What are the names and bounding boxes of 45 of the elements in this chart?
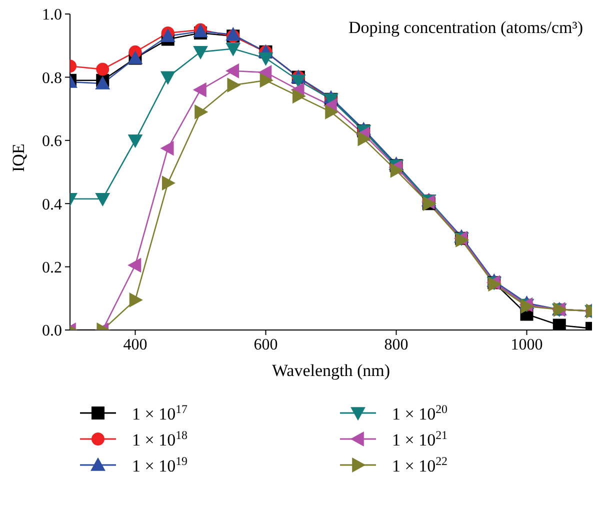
y-tick-label: 1.0 [42, 6, 62, 24]
x-tick-label: 800 [384, 336, 408, 354]
legend-label: 1 × 10$^{22}$ [392, 454, 448, 476]
point [226, 42, 240, 56]
y-tick-label: 0.6 [42, 133, 62, 150]
y-tick-label: 0.0 [42, 322, 62, 340]
point [226, 27, 240, 40]
legend-label: 1 × 10$^{17}$ [132, 402, 188, 424]
legend-label: 1 × 10$^{20}$ [392, 402, 448, 424]
x-tick-label: 1000 [510, 336, 543, 354]
point [128, 134, 142, 148]
y-tick-label: 0.8 [42, 70, 62, 87]
legend-label: 1 × 10$^{18}$ [132, 428, 188, 450]
point [96, 76, 110, 90]
y-tick-label: 0.2 [42, 259, 62, 276]
point [160, 141, 174, 156]
point [358, 132, 371, 146]
point [193, 46, 208, 60]
point [194, 104, 208, 120]
x-axis-title: Wavelength (nm) [272, 361, 390, 380]
point [227, 78, 240, 92]
point [160, 71, 175, 84]
point [258, 65, 272, 80]
point [325, 104, 338, 120]
y-tick-label: 0.4 [42, 196, 62, 214]
point [96, 62, 110, 76]
x-tick-label: 600 [254, 336, 278, 354]
x-tick-label: 400 [123, 336, 148, 354]
legend-title: Doping concentration (atoms/cm³) [348, 18, 583, 37]
point [292, 89, 306, 104]
point [390, 163, 404, 178]
point [552, 318, 566, 330]
point [162, 176, 175, 190]
point [291, 74, 306, 88]
y-axis-title: IQE [9, 144, 28, 172]
point [226, 64, 240, 78]
legend-label: 1 × 10$^{19}$ [132, 454, 188, 476]
point [258, 52, 273, 66]
point [96, 192, 110, 206]
point [193, 82, 206, 97]
point [128, 258, 142, 272]
point [160, 29, 175, 42]
point [260, 73, 273, 88]
point [129, 292, 142, 308]
legend-label: 1 × 10$^{21}$ [392, 428, 448, 450]
